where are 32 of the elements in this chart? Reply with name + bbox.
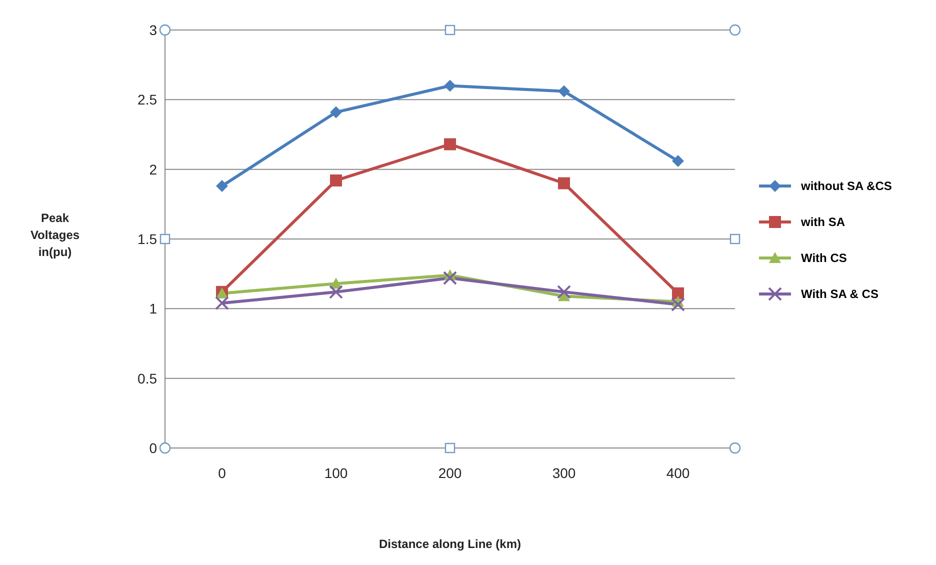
- point: [558, 177, 570, 190]
- y-tick-label: 1: [149, 300, 158, 317]
- y-tick-label: 2.5: [138, 92, 158, 108]
- x-tick-label: 300: [552, 464, 576, 481]
- legend-label: without SA &CS: [801, 179, 892, 193]
- x-tick-label: 0: [218, 464, 226, 481]
- point: [215, 296, 229, 310]
- y-tick-label: 3: [149, 22, 158, 38]
- point: [443, 271, 457, 286]
- legend-label: with SA: [801, 215, 845, 229]
- legend-label: With SA & CS: [801, 287, 878, 301]
- point: [329, 284, 343, 299]
- x-tick-label: 200: [438, 464, 462, 481]
- point: [557, 284, 571, 299]
- point: [444, 80, 456, 92]
- point: [558, 85, 570, 98]
- point: [330, 174, 342, 186]
- y-axis-title: Peak Voltages in(pu): [30, 211, 80, 259]
- y-tick-label: 1.5: [138, 230, 158, 247]
- point: [672, 287, 684, 300]
- x-tick-label: 400: [666, 464, 690, 481]
- y-tick-label: 2: [149, 161, 158, 178]
- point: [330, 106, 342, 118]
- y-tick-label: 0.5: [138, 370, 158, 386]
- x-axis-title: Distance along Line (km): [378, 537, 522, 551]
- y-tick-label: 0: [149, 440, 158, 456]
- legend-label: With CS: [801, 251, 847, 265]
- x-tick-label: 100: [324, 464, 348, 481]
- point: [672, 154, 684, 167]
- point: [671, 297, 685, 312]
- point: [216, 180, 228, 192]
- point: [444, 138, 456, 150]
